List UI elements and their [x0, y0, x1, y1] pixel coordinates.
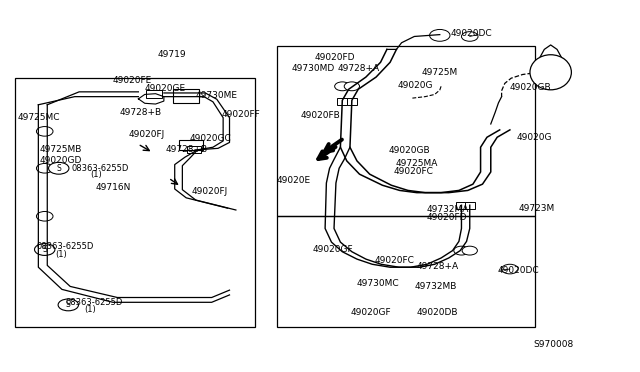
Text: 49020GB: 49020GB: [389, 147, 431, 155]
Text: 49020DC: 49020DC: [497, 266, 539, 275]
Bar: [347, 99, 357, 105]
Bar: [147, 90, 163, 99]
Text: 49730ME: 49730ME: [196, 91, 237, 100]
Circle shape: [58, 299, 79, 311]
Bar: [187, 147, 201, 153]
Circle shape: [36, 211, 53, 221]
Circle shape: [461, 32, 478, 41]
Text: 49020DC: 49020DC: [451, 29, 492, 38]
Text: 08363-6255D: 08363-6255D: [72, 164, 129, 173]
Text: 49725MC: 49725MC: [17, 113, 60, 122]
Circle shape: [462, 246, 477, 255]
Text: 49020G: 49020G: [397, 81, 433, 90]
Bar: [276, 216, 536, 327]
Text: 49728+A: 49728+A: [338, 64, 380, 73]
Text: 49020FE: 49020FE: [113, 76, 152, 85]
Text: 49020G: 49020G: [516, 133, 552, 142]
Text: (1): (1): [56, 250, 67, 259]
Circle shape: [49, 162, 69, 174]
Text: 08363-6255D: 08363-6255D: [36, 243, 94, 251]
Text: 49020FC: 49020FC: [394, 167, 433, 176]
Text: 49020FC: 49020FC: [374, 256, 414, 265]
Circle shape: [35, 244, 55, 256]
Circle shape: [454, 246, 469, 255]
Circle shape: [36, 126, 53, 136]
Text: 49725M: 49725M: [422, 68, 458, 77]
Bar: [179, 140, 203, 150]
Text: 49732MB: 49732MB: [414, 282, 457, 291]
Text: 08363-6255D: 08363-6255D: [65, 298, 122, 307]
Text: 49020E: 49020E: [276, 176, 311, 185]
Bar: [456, 202, 467, 209]
Circle shape: [344, 82, 360, 91]
Text: 49020GC: 49020GC: [189, 134, 231, 143]
Text: 49020FF: 49020FF: [221, 109, 260, 119]
Text: 49020DB: 49020DB: [417, 308, 458, 317]
Circle shape: [335, 82, 350, 91]
Text: 49020GB: 49020GB: [510, 83, 552, 92]
Text: 49020GF: 49020GF: [312, 245, 353, 254]
Text: 49725MA: 49725MA: [395, 158, 438, 168]
Text: 49716N: 49716N: [96, 183, 131, 192]
Bar: [539, 58, 563, 78]
Circle shape: [429, 29, 450, 41]
Circle shape: [36, 163, 53, 173]
Text: 49730MC: 49730MC: [357, 279, 399, 288]
Text: 49020GF: 49020GF: [351, 308, 391, 317]
Bar: [173, 89, 199, 103]
Text: 49020FJ: 49020FJ: [129, 130, 165, 139]
Text: (1): (1): [84, 305, 96, 314]
Text: 49728+B: 49728+B: [119, 108, 161, 117]
Text: 49725MB: 49725MB: [40, 145, 82, 154]
Text: 49728+B: 49728+B: [166, 145, 208, 154]
Text: 49020FB: 49020FB: [301, 110, 340, 120]
Text: S: S: [42, 245, 47, 254]
Circle shape: [36, 245, 53, 254]
Text: 49020FD: 49020FD: [315, 53, 355, 62]
Text: 49020GE: 49020GE: [145, 84, 186, 93]
Text: S970008: S970008: [534, 340, 573, 349]
Text: 49723M: 49723M: [519, 204, 555, 214]
Text: S: S: [56, 164, 61, 173]
Bar: [15, 78, 255, 327]
Text: 49732MA: 49732MA: [427, 205, 469, 215]
Text: (1): (1): [91, 170, 102, 179]
Bar: [276, 46, 536, 216]
Bar: [337, 99, 348, 105]
Text: 49020GD: 49020GD: [40, 156, 82, 166]
Text: S: S: [66, 300, 70, 310]
Text: 49719: 49719: [157, 51, 186, 60]
Text: 49020FJ: 49020FJ: [191, 187, 228, 196]
Text: 49730MD: 49730MD: [291, 64, 335, 73]
Text: 49020FD: 49020FD: [427, 213, 468, 222]
Ellipse shape: [530, 55, 572, 90]
Bar: [465, 202, 475, 209]
Text: 49728+A: 49728+A: [417, 262, 459, 271]
Circle shape: [502, 264, 518, 274]
